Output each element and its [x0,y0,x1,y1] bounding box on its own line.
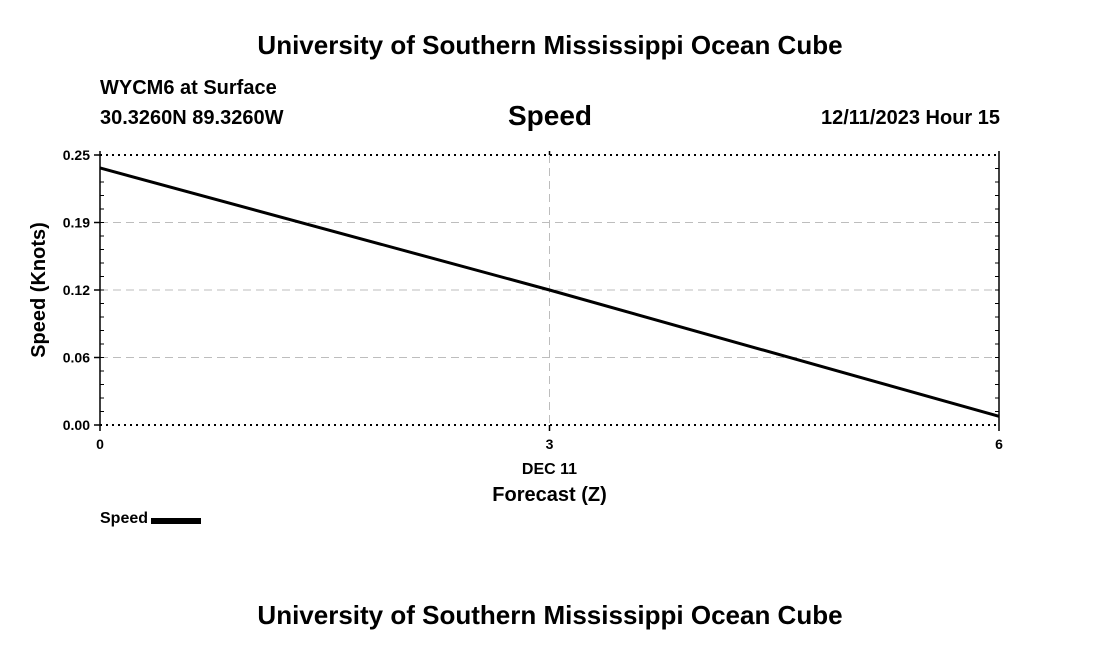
legend-swatch [151,517,202,524]
legend-label: Speed [100,510,149,527]
x-tick-label: 3 [546,436,554,452]
chart-title: Speed [507,100,593,131]
y-tick-label: 0.25 [63,147,90,163]
y-tick-label: 0.12 [63,282,90,298]
series-line-speed [99,166,1000,418]
x-tick-label: 6 [995,436,1003,452]
legend: Speed [100,510,202,528]
datetime-label: 12/11/2023 Hour 15 [820,107,1000,129]
y-axis-label: Speed (Knots) [28,222,50,358]
station-label: WYCM6 at Surface [100,77,277,99]
coordinates-label: 30.3260N 89.3260W [100,107,284,129]
y-tick-label: 0.06 [63,350,90,366]
x-axis-label: Forecast (Z) [492,484,606,506]
y-tick-label: 0.19 [63,215,90,231]
x-tick-label: 0 [96,436,104,452]
org-title-bottom: University of Southern Mississippi Ocean… [257,600,843,630]
org-title-top: University of Southern Mississippi Ocean… [257,30,843,60]
y-tick-label: 0.00 [63,417,90,433]
x-date-label: DEC 11 [522,461,577,478]
